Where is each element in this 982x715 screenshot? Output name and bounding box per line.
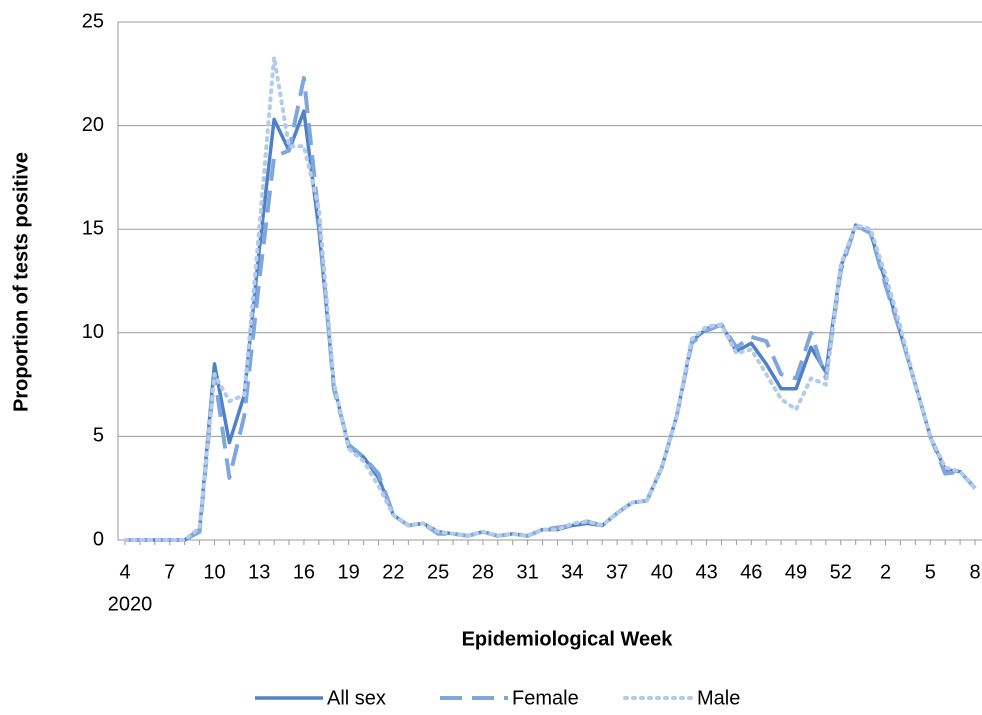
- x-tick-label: 13: [248, 561, 270, 583]
- series-line: [125, 75, 977, 542]
- x-tick-label: 52: [830, 561, 852, 583]
- x-tick-label: 22: [382, 561, 404, 583]
- y-tick-label: 10: [82, 321, 104, 343]
- y-tick-label: 5: [93, 425, 104, 447]
- x-tick-label: 7: [164, 561, 175, 583]
- x-tick-label: 4: [119, 561, 130, 583]
- x-tick-label: 25: [427, 561, 449, 583]
- x-tick-label: 34: [561, 561, 583, 583]
- x-tick-label: 40: [651, 561, 673, 583]
- y-tick-label: 20: [82, 114, 104, 136]
- x-tick-label: 43: [695, 561, 717, 583]
- x-tick-label: 5: [925, 561, 936, 583]
- x-tick-label: 2: [880, 561, 891, 583]
- y-axis-title: Proportion of tests positive: [10, 152, 32, 412]
- x-tick-label: 49: [785, 561, 807, 583]
- y-tick-label: 15: [82, 217, 104, 239]
- x-tick-label: 31: [517, 561, 539, 583]
- x-tick-label: 8: [969, 561, 980, 583]
- legend-label: Male: [697, 687, 740, 709]
- legend-label: All sex: [327, 687, 386, 709]
- x-axis-title: Epidemiological Week: [462, 628, 674, 650]
- x-tick-label: 46: [740, 561, 762, 583]
- year-label: 2020: [108, 593, 153, 615]
- y-tick-label: 25: [82, 10, 104, 32]
- x-tick-label: 28: [472, 561, 494, 583]
- legend-label: Female: [512, 687, 579, 709]
- series-line: [123, 55, 977, 542]
- x-tick-label: 37: [606, 561, 628, 583]
- x-tick-label: 16: [293, 561, 315, 583]
- x-tick-label: 19: [338, 561, 360, 583]
- y-tick-label: 0: [93, 528, 104, 550]
- x-tick-label: 10: [203, 561, 225, 583]
